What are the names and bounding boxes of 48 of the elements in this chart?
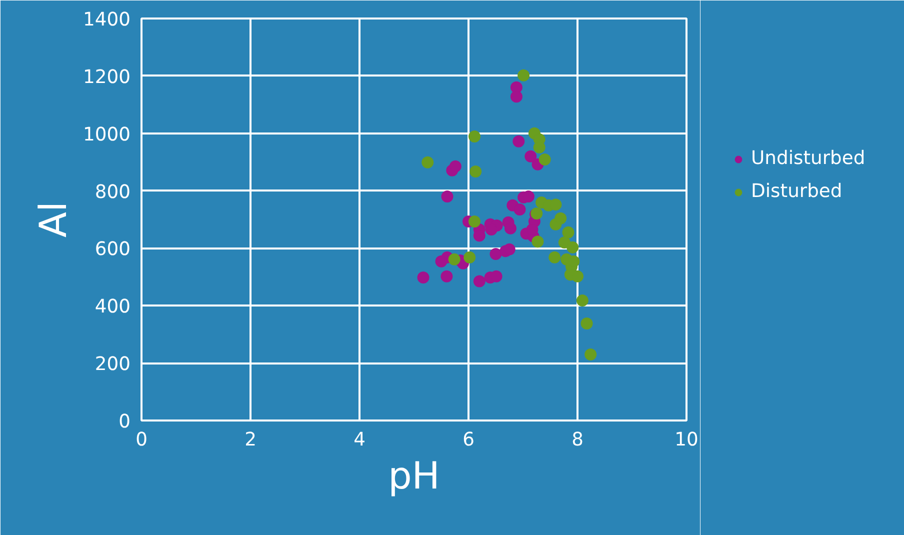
x-tick-label: 2 — [244, 430, 256, 450]
point — [584, 348, 597, 360]
y-tick-label: 800 — [94, 182, 130, 203]
y-tick-label: 1200 — [83, 66, 131, 88]
y-tick-label: 600 — [94, 239, 130, 260]
point — [580, 317, 593, 330]
point — [473, 275, 486, 288]
point — [524, 150, 537, 162]
point — [512, 135, 525, 148]
point — [548, 251, 561, 264]
x-axis-title: pH — [388, 454, 440, 498]
x-tick-label: 4 — [354, 430, 366, 450]
y-tick-label: 200 — [94, 354, 130, 376]
y-axis-title: Al — [31, 202, 76, 238]
point — [532, 236, 544, 248]
y-tick-label: 1000 — [83, 124, 131, 146]
point — [468, 216, 480, 228]
legend-label: Disturbed — [751, 181, 842, 202]
legend-label: Undisturbed — [751, 148, 866, 169]
point — [562, 226, 574, 238]
point — [504, 222, 516, 234]
point — [558, 236, 570, 248]
point — [572, 270, 584, 282]
x-tick-label: 6 — [462, 430, 474, 450]
point — [448, 253, 460, 266]
point — [422, 156, 434, 168]
y-tick-label: 0 — [118, 412, 131, 432]
point — [554, 212, 567, 224]
point — [435, 255, 448, 268]
point — [576, 294, 588, 306]
y-tick-label: 1400 — [83, 10, 131, 30]
x-tick-label: 10 — [674, 430, 698, 450]
point — [417, 272, 430, 284]
y-tick-label: 400 — [94, 296, 130, 318]
point — [538, 154, 551, 166]
point — [449, 160, 462, 172]
x-tick-label: 0 — [136, 430, 148, 450]
point — [441, 190, 454, 203]
point — [464, 251, 476, 264]
point — [566, 241, 579, 254]
x-tick-label: 8 — [572, 430, 584, 450]
point — [470, 166, 482, 178]
point — [468, 130, 480, 143]
point — [440, 270, 453, 282]
point — [490, 248, 502, 260]
point — [514, 203, 526, 216]
point — [510, 90, 522, 103]
point — [518, 69, 530, 82]
